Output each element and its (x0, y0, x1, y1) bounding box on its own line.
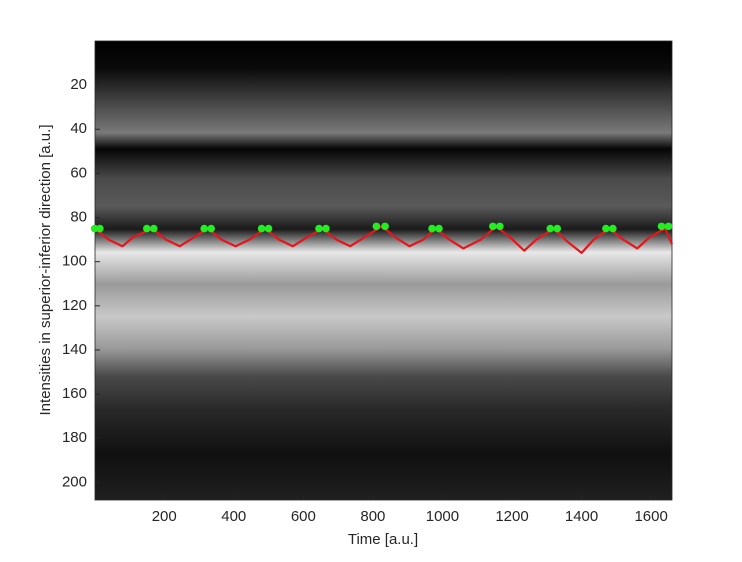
intensity-image (95, 41, 672, 500)
peak-marker (257, 224, 266, 233)
y-tick-label: 180 (62, 429, 87, 446)
peak-marker (602, 224, 610, 233)
peak-marker (435, 224, 443, 233)
peak-marker (322, 224, 330, 233)
x-tick-label: 1600 (634, 508, 667, 525)
x-tick-label: 800 (360, 508, 385, 525)
peak-marker (546, 224, 555, 233)
x-tick-label: 1000 (426, 508, 459, 525)
axes-box (94, 40, 673, 501)
y-tick-label: 20 (70, 76, 87, 93)
y-tick-label: 200 (62, 473, 87, 490)
y-tick-label: 80 (70, 209, 87, 226)
peak-marker (96, 224, 104, 233)
peak-marker (381, 222, 389, 231)
y-tick-label: 40 (70, 120, 87, 137)
peak-marker (264, 224, 273, 233)
peak-marker (143, 224, 151, 233)
x-axis-label: Time [a.u.] (348, 531, 418, 548)
peak-marker (428, 224, 436, 233)
peak-marker (496, 222, 504, 231)
y-tick-label: 120 (62, 297, 87, 314)
peak-marker (657, 222, 666, 231)
x-tick-label: 1400 (565, 508, 598, 525)
peak-marker (664, 222, 673, 231)
peak-marker (553, 224, 562, 233)
peak-marker (207, 224, 215, 233)
x-tick-label: 400 (221, 508, 246, 525)
x-tick-label: 200 (152, 508, 177, 525)
x-tick-label: 600 (291, 508, 316, 525)
y-tick-label: 160 (62, 385, 87, 402)
peak-marker (90, 224, 99, 233)
peak-marker (609, 224, 617, 233)
y-tick-label: 100 (62, 253, 87, 270)
peak-marker (200, 224, 209, 233)
peak-marker (489, 222, 497, 231)
y-axis-label: Intensities in superior-inferior directi… (37, 125, 54, 416)
y-tick-label: 140 (62, 341, 87, 358)
peak-marker (315, 224, 323, 233)
x-tick-label: 1200 (495, 508, 528, 525)
boundary-line (93, 225, 674, 254)
peak-marker (372, 222, 381, 231)
peak-marker (149, 224, 158, 233)
y-tick-label: 60 (70, 164, 87, 181)
